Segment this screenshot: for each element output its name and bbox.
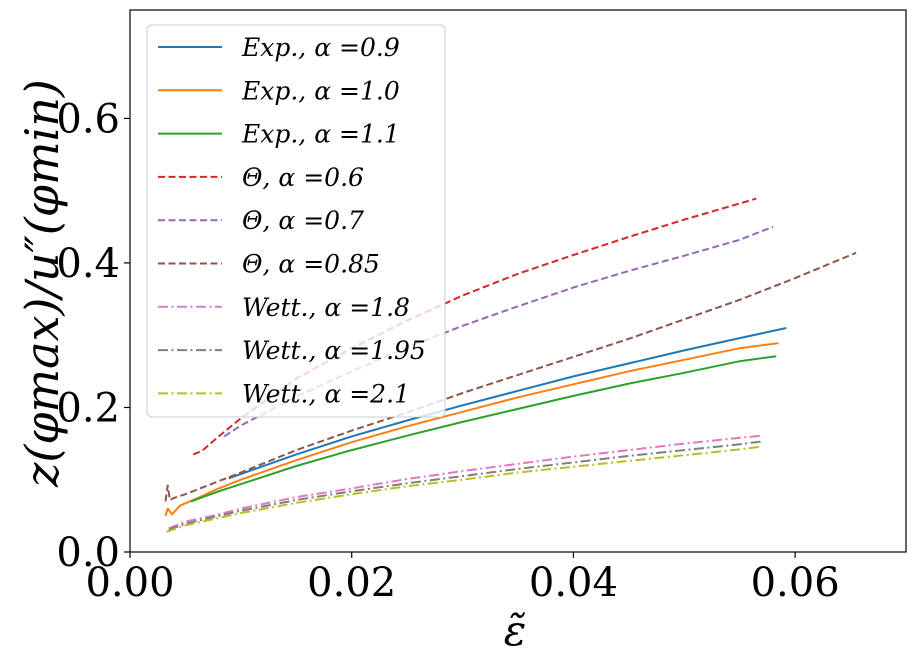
y-axis-label: z(φmax)/u″(φmin) <box>15 79 69 488</box>
x-axis: 0.00 0.02 0.04 0.06 <box>85 552 840 606</box>
y-axis: 0.0 0.2 0.4 0.6 <box>56 96 130 576</box>
series-line <box>164 251 857 502</box>
legend-label: Exp., α =1.0 <box>241 76 400 105</box>
y-tick-label: 0.6 <box>56 96 120 142</box>
legend-label: Exp., α =0.9 <box>241 33 400 62</box>
x-tick-label: 0.02 <box>307 560 396 606</box>
legend-label: Θ, α =0.6 <box>242 163 364 192</box>
legend-box <box>146 24 446 418</box>
series-line <box>168 440 763 531</box>
x-axis-label: ε̃ <box>504 606 527 655</box>
y-tick-label: 0.2 <box>56 385 120 431</box>
legend-label: Θ, α =0.7 <box>242 206 364 235</box>
series-line <box>228 327 787 480</box>
y-tick-label: 0.4 <box>56 241 120 287</box>
x-tick-label: 0.04 <box>529 560 618 606</box>
series-line <box>190 355 777 503</box>
x-tick-label: 0.00 <box>85 560 174 606</box>
series-line <box>168 434 762 530</box>
plot-area <box>164 197 857 533</box>
legend-label: Wett., α =2.1 <box>242 379 410 408</box>
legend-label: Θ, α =0.85 <box>242 250 380 279</box>
legend-label: Wett., α =1.95 <box>242 336 426 365</box>
legend: Exp., α =0.9 Exp., α =1.0 Exp., α =1.1 Θ, α… <box>146 24 446 418</box>
legend-label: Exp., α =1.1 <box>241 120 400 149</box>
series-line <box>223 225 774 438</box>
plot-frame <box>129 9 907 553</box>
series-line <box>164 342 779 517</box>
legend-label: Wett., α =1.8 <box>242 293 410 322</box>
y-tick-label: 0.0 <box>56 530 120 576</box>
x-tick-label: 0.06 <box>751 560 840 606</box>
series-line <box>166 445 763 533</box>
